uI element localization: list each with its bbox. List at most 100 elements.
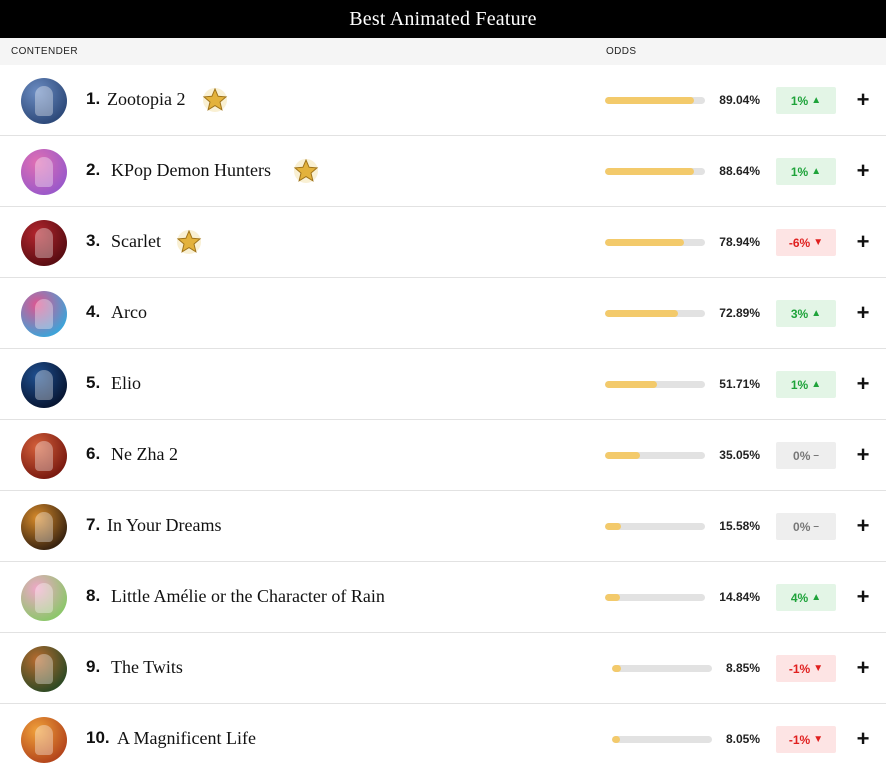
rank-number: 3. [86,231,101,250]
contender-title[interactable]: Arco [111,302,147,322]
odds-bar [605,97,705,104]
contender-row: 5. Elio 51.71% 1% ▲ + [0,349,886,420]
contender-title[interactable]: The Twits [111,657,183,677]
contender-row: 2. KPop Demon Hunters 88.64% 1% ▲ + [0,136,886,207]
odds-bar-fill [605,310,678,317]
page-title-text: Best Animated Feature [349,7,537,30]
arrow-up-icon: ▲ [811,307,822,319]
expand-plus-icon[interactable]: + [856,229,870,254]
rank-number: 5. [86,373,101,392]
poster-thumbnail [21,78,67,124]
change-badge: 1% ▲ [776,371,836,398]
odds-bar [612,736,712,743]
odds-percentage: 51.71% [719,377,760,391]
odds-percentage: 15.58% [719,519,760,533]
odds-percentage: 8.05% [725,732,760,746]
contender-row: 7. In Your Dreams 15.58% 0% – + [0,491,886,562]
contender-title[interactable]: KPop Demon Hunters [111,160,271,180]
poster-figure [35,86,53,116]
poster-thumbnail [21,646,67,692]
change-value: 4% [790,590,809,605]
expand-plus-icon[interactable]: + [856,584,870,609]
poster-figure [35,299,53,329]
rank-number: 6. [86,444,101,463]
change-badge: 0% – [776,442,836,469]
rank-number: 8. [86,586,101,605]
poster-thumbnail [21,149,67,195]
expand-plus-icon[interactable]: + [856,371,870,396]
expand-plus-icon[interactable]: + [856,87,870,112]
contender-title[interactable]: Little Amélie or the Character of Rain [111,586,385,606]
expand-plus-icon[interactable]: + [856,726,870,751]
poster-thumbnail [21,291,67,337]
odds-bar [605,594,705,601]
change-value: 1% [790,377,809,392]
odds-percentage: 35.05% [719,448,760,462]
change-badge: 1% ▲ [776,87,836,114]
expand-plus-icon[interactable]: + [856,158,870,183]
odds-percentage: 89.04% [719,93,760,107]
rank-number: 1. [86,89,101,108]
odds-percentage: 72.89% [719,306,760,320]
contender-title[interactable]: In Your Dreams [107,515,222,535]
change-badge: 0% – [776,513,836,540]
change-badge: -1% ▼ [776,726,836,753]
expand-plus-icon[interactable]: + [856,513,870,538]
odds-bar [605,168,705,175]
contender-title[interactable]: Ne Zha 2 [111,444,178,464]
poster-figure [35,157,53,187]
dash-icon: – [813,449,819,461]
frontrunner-star-icon [202,87,228,113]
rank-number: 7. [86,515,101,534]
arrow-down-icon: ▼ [813,236,824,248]
rank-number: 4. [86,302,101,321]
poster-figure [35,228,53,258]
dash-icon: – [813,520,819,532]
contender-row: 4. Arco 72.89% 3% ▲ + [0,278,886,349]
odds-bar-fill [605,594,620,601]
poster-thumbnail [21,433,67,479]
poster-thumbnail [21,575,67,621]
expand-plus-icon[interactable]: + [856,655,870,680]
odds-percentage: 88.64% [719,164,760,178]
contender-title[interactable]: A Magnificent Life [117,728,256,748]
odds-percentage: 8.85% [725,661,760,675]
odds-bar [605,239,705,246]
poster-thumbnail [21,504,67,550]
change-value: 3% [790,306,809,321]
page-title: Best Animated Feature [0,0,886,38]
contender-row: 8. Little Amélie or the Character of Rain… [0,562,886,633]
change-value: 0% [793,448,811,463]
contender-row: 9. The Twits 8.85% -1% ▼ + [0,633,886,704]
change-badge: 1% ▲ [776,158,836,185]
expand-plus-icon[interactable]: + [856,300,870,325]
odds-bar [605,310,705,317]
contender-row: 3. Scarlet 78.94% -6% ▼ + [0,207,886,278]
poster-figure [35,370,53,400]
rank-number: 9. [86,657,101,676]
contender-title[interactable]: Scarlet [111,231,161,251]
expand-plus-icon[interactable]: + [856,442,870,467]
odds-bar-fill [605,97,695,104]
poster-figure [35,512,53,542]
change-badge: 3% ▲ [776,300,836,327]
odds-percentage: 14.84% [719,590,760,604]
contender-row: 1. Zootopia 2 89.04% 1% ▲ + [0,65,886,136]
poster-thumbnail [21,362,67,408]
odds-bar [605,452,705,459]
arrow-down-icon: ▼ [813,733,824,745]
poster-figure [35,583,53,613]
contender-row: 10. A Magnificent Life 8.05% -1% ▼ + [0,704,886,774]
odds-bar [605,381,705,388]
arrow-up-icon: ▲ [811,591,822,603]
odds-bar-fill [612,736,621,743]
odds-bar-fill [605,523,621,530]
odds-bar-fill [612,665,621,672]
rank-number: 10. [86,728,110,747]
odds-bar-fill [605,452,641,459]
contender-title[interactable]: Zootopia 2 [107,89,186,109]
frontrunner-star-icon [293,158,319,184]
contender-title[interactable]: Elio [111,373,141,393]
column-header: CONTENDER ODDS [0,38,886,65]
change-value: -1% [788,732,811,747]
